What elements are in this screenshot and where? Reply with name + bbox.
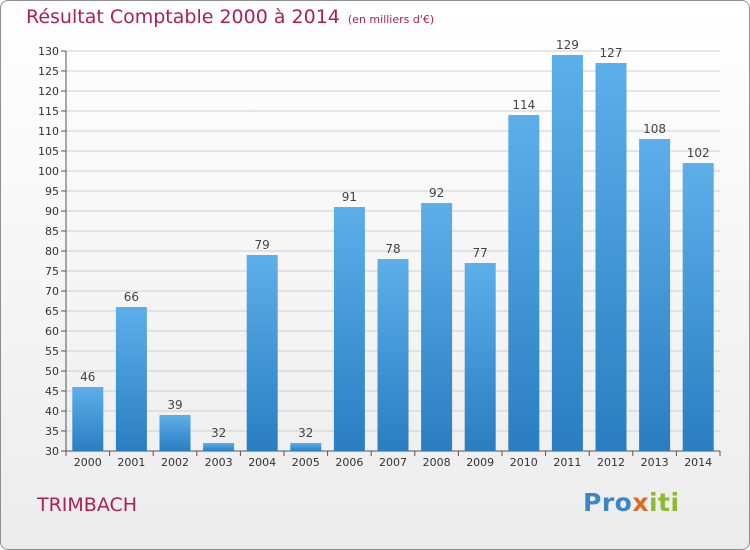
y-tick-label: 120 (38, 85, 59, 98)
bar-2003 (203, 443, 235, 451)
bar-value-label: 79 (255, 238, 270, 252)
y-tick-label: 45 (45, 385, 59, 398)
bar-2002 (159, 415, 191, 451)
bar-value-label: 127 (600, 46, 623, 60)
x-tick-label: 2014 (684, 456, 712, 469)
y-tick-label: 100 (38, 165, 59, 178)
bar-value-label: 46 (80, 370, 95, 384)
bar-2006 (333, 207, 365, 451)
bar-2005 (290, 443, 322, 451)
x-tick-label: 2007 (379, 456, 407, 469)
bar-value-label: 32 (298, 426, 313, 440)
x-tick-label: 2004 (248, 456, 276, 469)
bar-2001 (115, 307, 147, 451)
bar-value-label: 92 (429, 186, 444, 200)
x-tick-label: 2009 (466, 456, 494, 469)
logo-part-1: Pro (583, 488, 633, 517)
bar-2014 (682, 163, 714, 451)
y-tick-label: 95 (45, 185, 59, 198)
bar-value-label: 114 (512, 98, 535, 112)
x-tick-label: 2001 (117, 456, 145, 469)
chart-title: Résultat Comptable 2000 à 2014 (en millie… (26, 6, 434, 28)
y-tick-label: 40 (45, 405, 59, 418)
chart-subtitle: (en milliers d'€) (347, 13, 435, 26)
axes: 30 35 40 45 50 55 60 65 70 75 80 85 90 95 100 105 110 115… (38, 45, 721, 469)
y-tick-label: 30 (45, 445, 59, 458)
y-tick-label: 115 (38, 105, 59, 118)
x-tick-label: 2003 (205, 456, 233, 469)
x-tick-label: 2011 (553, 456, 581, 469)
bar-2008 (421, 203, 453, 451)
bar-value-label: 32 (211, 426, 226, 440)
y-tick-label: 65 (45, 305, 59, 318)
logo-part-3: iti (648, 488, 680, 517)
y-tick-label: 70 (45, 285, 59, 298)
x-tick-label: 2012 (597, 456, 625, 469)
bars: 46 66 39 32 79 32 91 78 92 77 114 129 127 108 102 (72, 38, 714, 451)
y-tick-label: 80 (45, 245, 59, 258)
bar-value-label: 91 (342, 190, 357, 204)
bar-value-label: 39 (167, 398, 182, 412)
bar-2013 (639, 139, 671, 451)
y-tick-label: 60 (45, 325, 59, 338)
bar-value-label: 108 (643, 122, 666, 136)
x-tick-label: 2013 (641, 456, 669, 469)
y-tick-label: 130 (38, 45, 59, 58)
y-tick-label: 85 (45, 225, 59, 238)
bar-value-label: 78 (385, 242, 400, 256)
y-tick-label: 55 (45, 345, 59, 358)
y-tick-label: 105 (38, 145, 59, 158)
y-tick-label: 110 (38, 125, 59, 138)
x-tick-label: 2000 (74, 456, 102, 469)
bar-value-label: 66 (124, 290, 139, 304)
x-tick-label: 2006 (335, 456, 363, 469)
bar-2012 (595, 63, 627, 451)
bar-2007 (377, 259, 409, 451)
y-tick-label: 50 (45, 365, 59, 378)
y-tick-label: 75 (45, 265, 59, 278)
commune-name: TRIMBACH (37, 494, 138, 516)
x-tick-label: 2005 (292, 456, 320, 469)
bar-2010 (508, 115, 540, 451)
bar-value-label: 77 (473, 246, 488, 260)
bar-2004 (246, 255, 278, 451)
bar-2011 (551, 55, 583, 451)
y-tick-label: 90 (45, 205, 59, 218)
bar-value-label: 102 (687, 146, 710, 160)
x-tick-label: 2010 (510, 456, 538, 469)
bar-value-label: 129 (556, 38, 579, 52)
bar-2009 (464, 263, 496, 451)
x-tick-label: 2002 (161, 456, 189, 469)
x-tick-label: 2008 (423, 456, 451, 469)
y-tick-label: 125 (38, 65, 59, 78)
y-tick-label: 35 (45, 425, 59, 438)
bar-2000 (72, 387, 104, 451)
chart-title-text: Résultat Comptable 2000 à 2014 (26, 6, 340, 28)
logo-part-2: x (632, 488, 649, 517)
proxiti-logo: Proxiti (583, 488, 680, 517)
